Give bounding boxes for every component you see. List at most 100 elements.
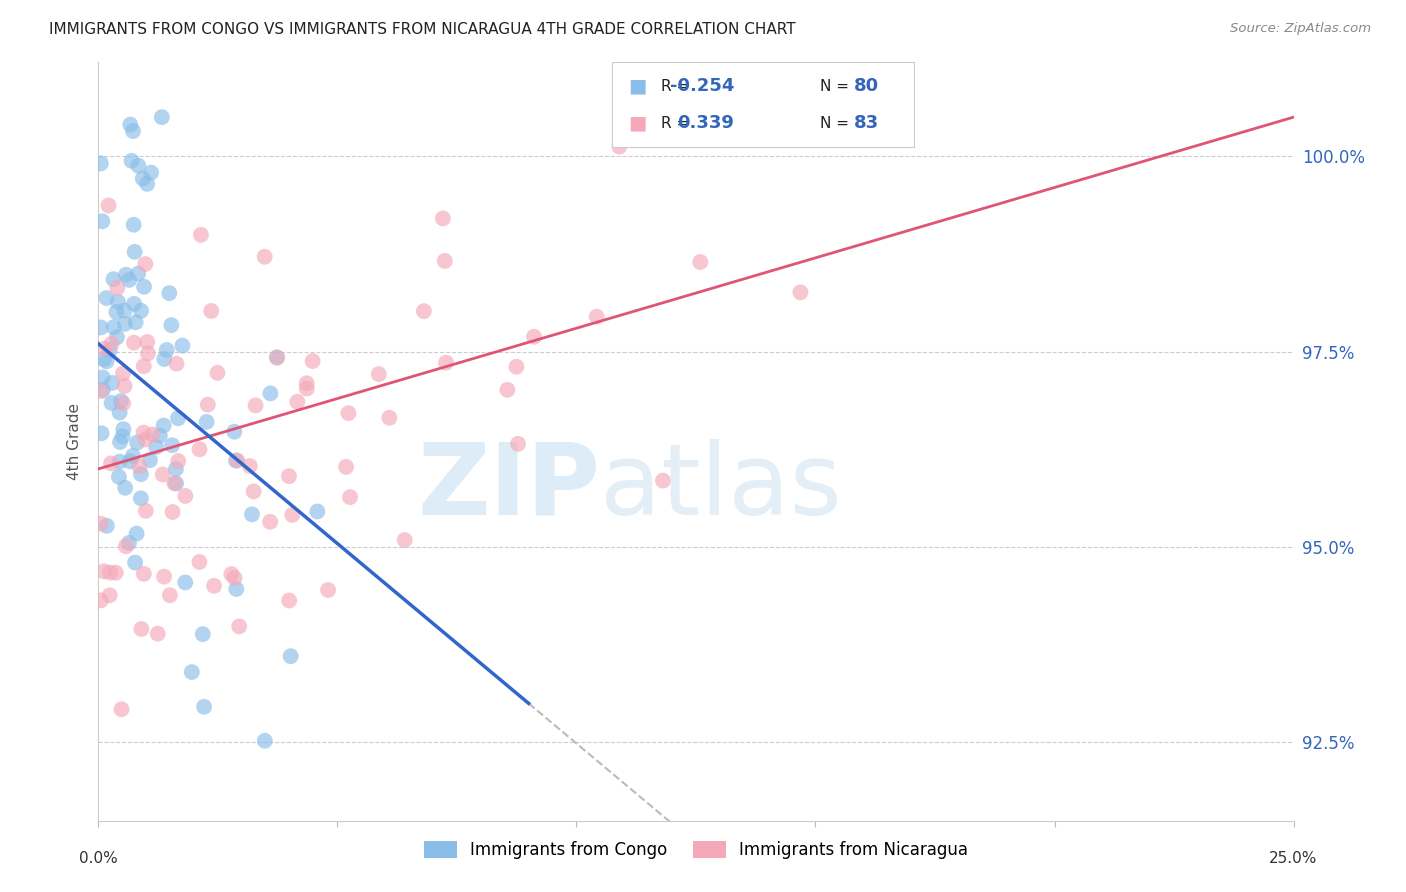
- Text: 0.0%: 0.0%: [79, 851, 118, 866]
- Point: [108, 454, 131, 468]
- Point: [239, 458, 262, 473]
- Text: N =: N =: [820, 116, 849, 131]
- Point: [124, 315, 146, 329]
- Point: [505, 359, 527, 374]
- Point: [127, 159, 149, 173]
- Point: [122, 124, 145, 138]
- Point: [108, 435, 131, 450]
- Point: [134, 257, 156, 271]
- Point: [621, 110, 644, 124]
- Point: [100, 456, 122, 470]
- Point: [135, 433, 157, 447]
- Point: [122, 335, 145, 350]
- Point: [496, 383, 519, 397]
- Point: [105, 305, 128, 319]
- Point: [136, 334, 159, 349]
- Point: [162, 505, 184, 519]
- Point: [180, 665, 202, 679]
- Point: [225, 582, 247, 596]
- Point: [103, 320, 125, 334]
- Text: R =: R =: [661, 116, 689, 131]
- Point: [114, 317, 136, 331]
- Point: [224, 571, 246, 585]
- Point: [98, 343, 121, 358]
- Point: [228, 619, 250, 633]
- Point: [188, 555, 211, 569]
- Point: [166, 357, 188, 371]
- Point: [136, 346, 159, 360]
- Point: [165, 462, 187, 476]
- Point: [136, 177, 159, 191]
- Point: [110, 394, 132, 409]
- Point: [90, 320, 112, 334]
- Text: N =: N =: [820, 78, 849, 94]
- Text: ■: ■: [628, 77, 647, 95]
- Point: [121, 153, 143, 168]
- Point: [506, 437, 529, 451]
- Point: [412, 304, 434, 318]
- Point: [259, 386, 281, 401]
- Text: ■: ■: [628, 114, 647, 133]
- Point: [122, 297, 145, 311]
- Point: [135, 504, 157, 518]
- Point: [125, 526, 148, 541]
- Point: [523, 330, 546, 344]
- Point: [122, 449, 145, 463]
- Point: [197, 398, 219, 412]
- Point: [93, 352, 115, 367]
- Point: [191, 627, 214, 641]
- Point: [91, 214, 114, 228]
- Point: [97, 198, 120, 212]
- Point: [202, 579, 225, 593]
- Point: [789, 285, 811, 300]
- Text: 83: 83: [853, 114, 879, 132]
- Point: [280, 649, 302, 664]
- Point: [90, 426, 112, 441]
- Point: [114, 303, 136, 318]
- Point: [225, 453, 247, 467]
- Point: [174, 489, 197, 503]
- Point: [339, 490, 361, 504]
- Point: [278, 593, 301, 607]
- Point: [142, 427, 165, 442]
- Point: [652, 474, 675, 488]
- Point: [115, 539, 138, 553]
- Point: [108, 470, 131, 484]
- Point: [153, 569, 176, 583]
- Point: [152, 467, 174, 482]
- Point: [96, 519, 118, 533]
- Point: [105, 281, 128, 295]
- Point: [132, 171, 155, 186]
- Point: [129, 491, 152, 506]
- Text: -0.254: -0.254: [669, 78, 734, 95]
- Point: [163, 476, 186, 491]
- Text: 80: 80: [853, 78, 879, 95]
- Point: [111, 367, 134, 381]
- Point: [101, 376, 124, 390]
- Point: [295, 376, 318, 391]
- Point: [266, 351, 288, 365]
- Point: [307, 504, 329, 518]
- Point: [159, 588, 181, 602]
- Point: [96, 291, 118, 305]
- Point: [160, 438, 183, 452]
- Point: [245, 399, 267, 413]
- Point: [609, 139, 631, 153]
- Point: [98, 566, 121, 580]
- Point: [100, 396, 122, 410]
- Point: [221, 567, 243, 582]
- Point: [93, 342, 115, 356]
- Point: [118, 536, 141, 550]
- Point: [90, 516, 112, 531]
- Point: [337, 406, 360, 420]
- Point: [105, 330, 128, 344]
- Point: [122, 218, 145, 232]
- Point: [149, 428, 172, 442]
- Point: [124, 556, 146, 570]
- Point: [432, 211, 454, 226]
- Point: [104, 566, 127, 580]
- Text: R =: R =: [661, 78, 689, 94]
- Point: [108, 405, 131, 419]
- Point: [152, 418, 174, 433]
- Point: [90, 156, 112, 170]
